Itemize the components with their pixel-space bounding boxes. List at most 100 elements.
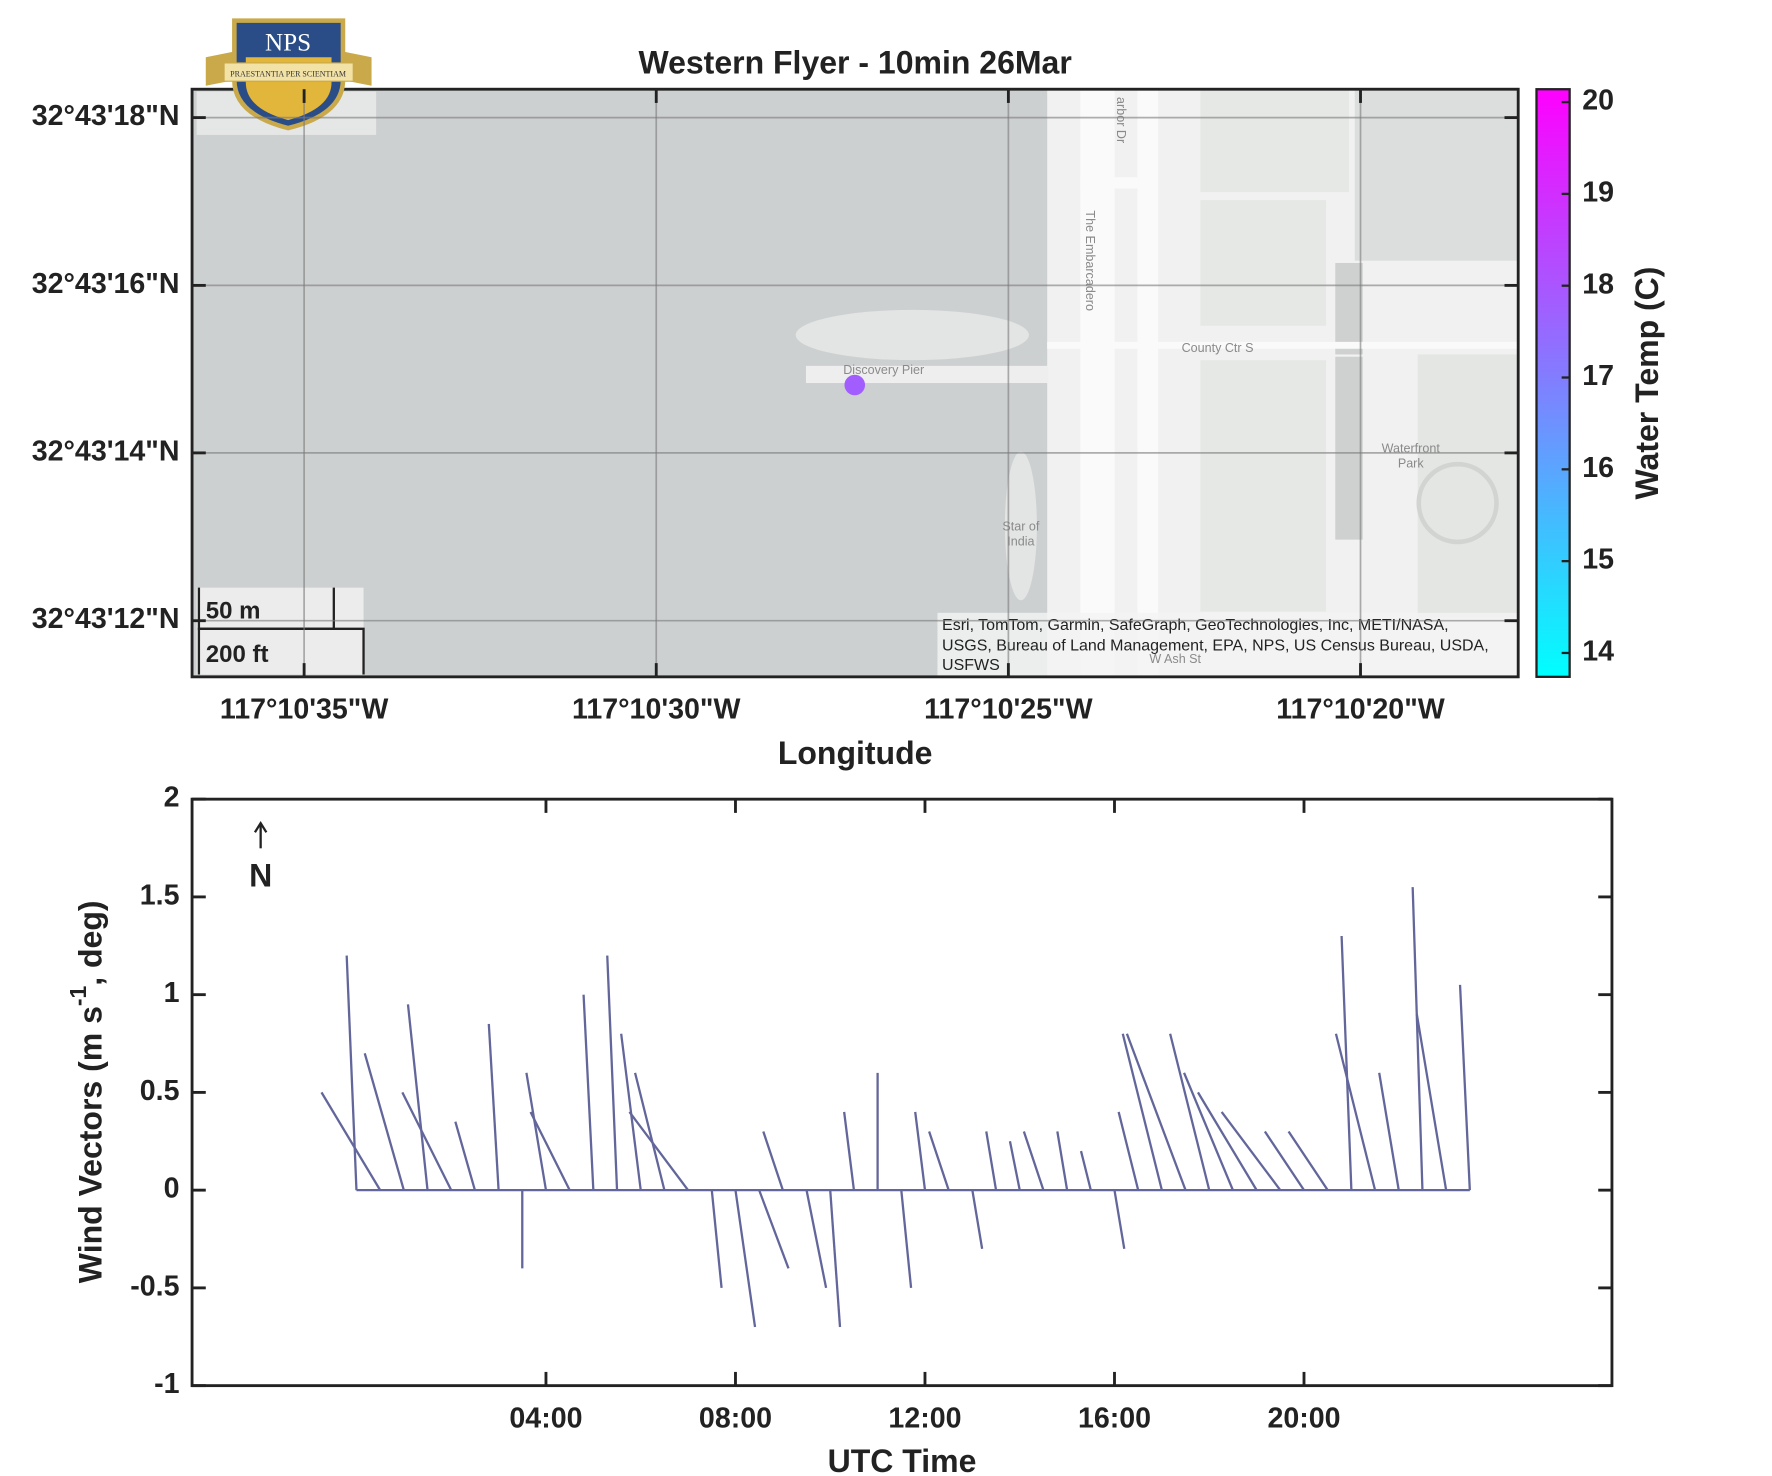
wind-vector [734, 1189, 757, 1328]
wind-vector [529, 1111, 571, 1191]
wind-vector [1121, 1033, 1163, 1191]
colorbar-tick-label: 20 [1582, 85, 1614, 117]
colorbar-tick-label: 18 [1582, 268, 1614, 300]
x-tick-label: 117°10'30"W [572, 694, 740, 726]
logo: NPS PRAESTANTIA PER SCIENTIAM [205, 18, 372, 131]
map-label: Discovery Pier [843, 363, 924, 377]
x-tick-label: 20:00 [1267, 1402, 1340, 1434]
y-axis-label-part: Wind Vectors (m s [73, 1006, 109, 1283]
wind-vector [1415, 1014, 1448, 1191]
wind-vector [758, 1189, 790, 1269]
x-tick-label: 16:00 [1078, 1402, 1151, 1434]
wind-vector [1220, 1111, 1282, 1191]
wind-vector [345, 955, 358, 1191]
scale-bar-label: 200 ft [206, 641, 269, 668]
y-axis-label: Wind Vectors (m s-1, deg) [65, 900, 109, 1283]
y-tick-label: 1.5 [140, 879, 180, 911]
wind-vector [1125, 1033, 1187, 1191]
wind-vector [985, 1131, 998, 1191]
map-label: Star of [1002, 519, 1040, 533]
wind-vector [1022, 1131, 1045, 1191]
wind-vector [1008, 1141, 1021, 1191]
wind-vector [1183, 1072, 1234, 1191]
y-tick-label: -0.5 [130, 1270, 179, 1302]
wind-vector [829, 1190, 842, 1328]
colorbar-tick-label: 16 [1582, 452, 1614, 484]
wind-vector [401, 1091, 453, 1191]
y-tick-label: 32°43'16"N [32, 268, 180, 300]
y-tick-label: 0.5 [140, 1075, 180, 1107]
wind-vector [914, 1111, 927, 1191]
y-tick-label: 32°43'12"N [32, 603, 180, 635]
y-tick-label: 2 [164, 782, 180, 814]
colorbar-tick-label: 15 [1582, 544, 1614, 576]
wind-vector [1378, 1072, 1400, 1191]
wind-vector [710, 1190, 723, 1289]
y-axis-label-sup: -1 [65, 985, 91, 1006]
colorbar-tick-label: 14 [1582, 636, 1614, 668]
wind-vector [487, 1023, 500, 1191]
wind-vector [628, 1111, 690, 1191]
north-arrow-head [253, 821, 268, 833]
x-tick-label: 117°10'35"W [220, 694, 388, 726]
colorbar-label: Water Temp (C) [1629, 267, 1665, 500]
wind-vector [1113, 1189, 1126, 1249]
attribution: Esri, TomTom, Garmin, SafeGraph, GeoTech… [942, 617, 1449, 634]
x-tick-label: 117°10'25"W [924, 694, 1092, 726]
wind-vector [1169, 1033, 1211, 1191]
wind-vector [320, 1091, 382, 1191]
colorbar [1535, 88, 1571, 678]
map-label: W Ash St [1149, 652, 1201, 666]
wind-vector [1196, 1091, 1258, 1191]
wind-vector [1411, 887, 1424, 1191]
map-label: India [1007, 534, 1034, 548]
north-label: N [249, 857, 272, 893]
colorbar-tick-label: 19 [1582, 176, 1614, 208]
plot-frame [190, 797, 1614, 1388]
x-tick-label: 117°10'20"W [1276, 694, 1444, 726]
map-frame [190, 87, 1520, 679]
chart-title: Western Flyer - 10min 26Mar [638, 45, 1071, 81]
attribution: USGS, Bureau of Land Management, EPA, NP… [942, 638, 1489, 655]
basemap [192, 89, 1519, 677]
wind-vector [620, 1033, 642, 1191]
colorbar-tick-label: 17 [1582, 360, 1614, 392]
wind-vector [1263, 1130, 1305, 1191]
x-tick-label: 08:00 [699, 1402, 772, 1434]
wind-vector [406, 1004, 429, 1191]
x-tick-label: 12:00 [888, 1402, 961, 1434]
wind-vector [1340, 935, 1353, 1191]
y-tick-label: 32°43'14"N [32, 435, 180, 467]
y-tick-label: 1 [164, 977, 180, 1009]
logo-motto: PRAESTANTIA PER SCIENTIAM [230, 70, 346, 79]
wind-vector [454, 1121, 477, 1191]
wind-vector [1079, 1150, 1092, 1191]
map-label: arbor Dr [1114, 97, 1128, 143]
wind-vector [582, 994, 595, 1191]
x-tick-label: 04:00 [509, 1402, 582, 1434]
wind-vector [1117, 1111, 1140, 1191]
wind-vector [1458, 984, 1471, 1191]
wind-vector [606, 955, 619, 1191]
wind-vector [363, 1052, 405, 1191]
map-label: The Embarcadero [1083, 210, 1097, 311]
wind-vector [900, 1190, 913, 1289]
y-tick-label: -1 [154, 1368, 180, 1400]
wind-vector [762, 1131, 784, 1191]
x-axis-label: UTC Time [828, 1443, 977, 1476]
y-tick-label: 32°43'18"N [32, 100, 180, 132]
attribution: USFWS [942, 657, 1000, 674]
logo-text: NPS [265, 29, 311, 56]
wind-vector [1334, 1033, 1377, 1191]
wind-vector [971, 1189, 984, 1249]
wind-vector [525, 1072, 548, 1191]
wind-vector [1056, 1131, 1069, 1191]
map-label: County Ctr S [1182, 341, 1254, 355]
map-label: Park [1398, 457, 1425, 471]
wind-vector [928, 1131, 950, 1191]
wind-vector [633, 1072, 666, 1191]
wind-vector [1287, 1130, 1329, 1191]
wind-vector [843, 1111, 856, 1191]
